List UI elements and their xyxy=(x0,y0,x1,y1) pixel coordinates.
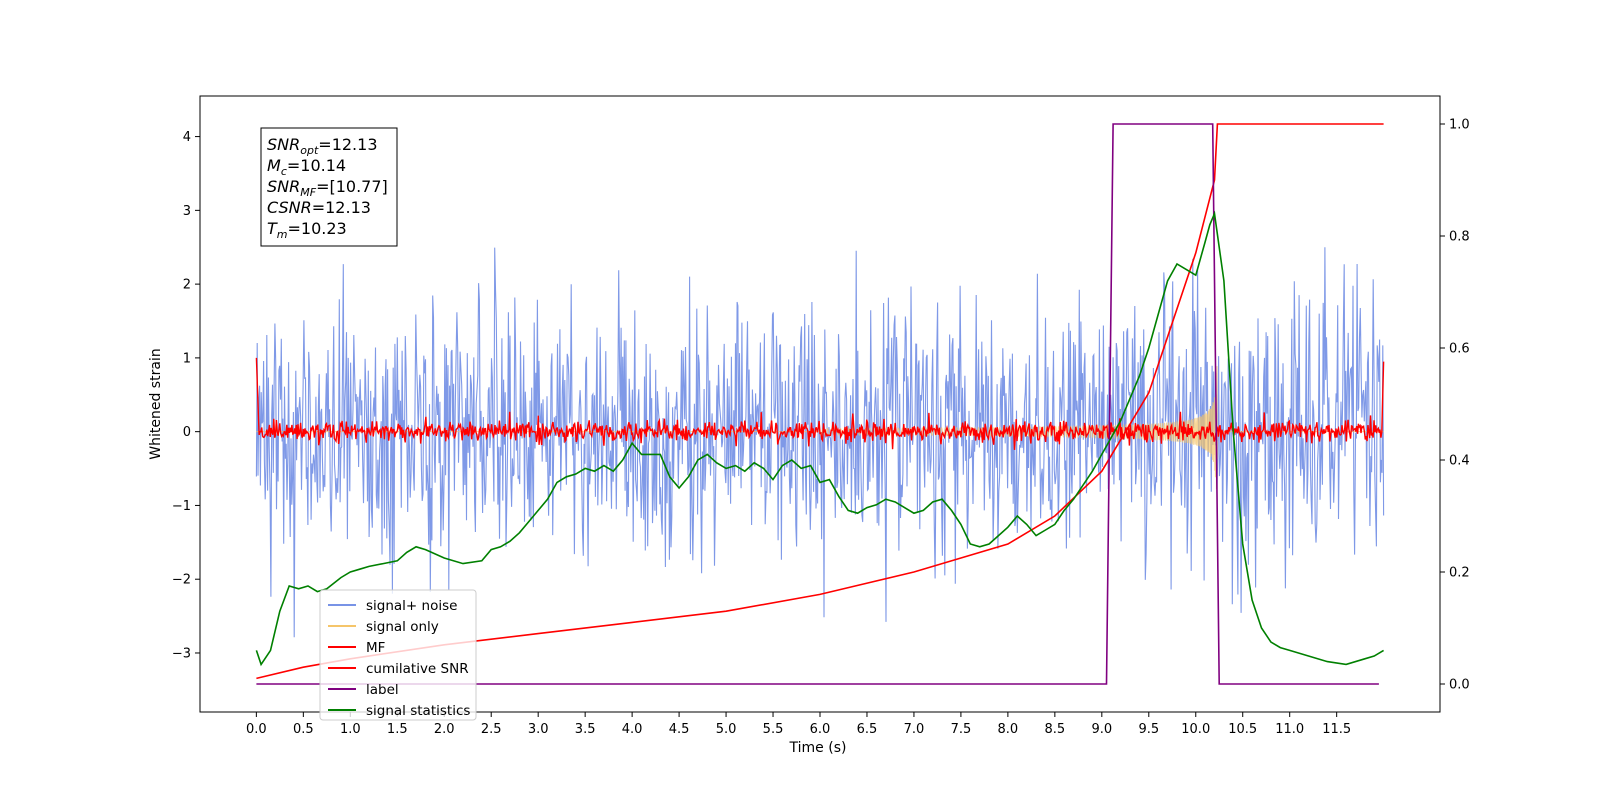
snr-info-box: SNRopt=12.13Mc=10.14SNRMF=[10.77]CSNR=12… xyxy=(260,127,398,247)
series-signal-plus-noise xyxy=(255,247,1385,638)
info-line: SNRopt=12.13 xyxy=(267,135,378,157)
legend-entry: label xyxy=(366,682,399,698)
y-tick-label: 4 xyxy=(183,130,191,145)
x-tick-label: 0.5 xyxy=(293,722,314,737)
y-tick-label: 1 xyxy=(183,351,191,366)
y2-tick-label: 0.0 xyxy=(1449,678,1470,693)
y-axis-right-ticks: 0.0 0.2 0.4 0.6 0.8 1.0 xyxy=(1440,118,1470,693)
y2-tick-label: 0.6 xyxy=(1449,342,1470,357)
info-line: Tm=10.23 xyxy=(267,219,347,241)
x-tick-label: 10.5 xyxy=(1228,722,1257,737)
x-tick-label: 2.0 xyxy=(434,722,455,737)
legend-entry: signal only xyxy=(366,619,439,635)
x-tick-label: 6.0 xyxy=(810,722,831,737)
y-axis-label: Whitened strain xyxy=(148,348,164,459)
series-label xyxy=(256,123,1379,685)
legend-entry: MF xyxy=(366,640,385,656)
x-tick-label: 5.0 xyxy=(716,722,737,737)
y2-tick-label: 0.2 xyxy=(1449,566,1470,581)
x-tick-label: 7.5 xyxy=(951,722,972,737)
x-tick-label: 9.0 xyxy=(1091,722,1112,737)
y-tick-label: 3 xyxy=(183,204,191,219)
y-tick-label: −2 xyxy=(172,573,191,588)
x-tick-label: 1.0 xyxy=(340,722,361,737)
x-tick-label: 3.5 xyxy=(575,722,596,737)
x-tick-label: 11.5 xyxy=(1322,722,1351,737)
legend-entry: signal statistics xyxy=(366,703,470,719)
legend-entry: cumilative SNR xyxy=(366,661,469,677)
y-tick-label: −3 xyxy=(172,646,191,661)
x-tick-label: 3.0 xyxy=(528,722,549,737)
x-tick-label: 8.5 xyxy=(1045,722,1066,737)
info-line: Mc=10.14 xyxy=(267,156,346,178)
y2-tick-label: 0.8 xyxy=(1449,230,1470,245)
y-tick-label: 2 xyxy=(183,278,191,293)
y-tick-label: −1 xyxy=(172,499,191,514)
y-tick-label: 0 xyxy=(183,425,191,440)
legend: signal+ noise signal only MF cumilative SNR… xyxy=(319,589,477,721)
x-tick-label: 6.5 xyxy=(857,722,878,737)
x-tick-label: 11.0 xyxy=(1275,722,1304,737)
series-signal-statistics xyxy=(255,210,1385,667)
info-line: SNRMF=[10.77] xyxy=(267,177,388,199)
x-tick-label: 1.5 xyxy=(387,722,408,737)
x-tick-label: 2.5 xyxy=(481,722,502,737)
x-tick-label: 4.5 xyxy=(669,722,690,737)
legend-entry: signal+ noise xyxy=(366,598,457,614)
x-tick-label: 10.0 xyxy=(1181,722,1210,737)
x-tick-label: 0.0 xyxy=(246,722,267,737)
x-tick-label: 4.0 xyxy=(622,722,643,737)
x-axis-ticks: 0.0 0.5 1.0 1.5 2.0 2.5 3.0 3.5 4.0 4.5 5.0 5.5 6.0 6… xyxy=(246,712,1351,737)
x-tick-label: 5.5 xyxy=(763,722,784,737)
series-mf xyxy=(255,357,1385,450)
x-axis-label: Time (s) xyxy=(789,740,847,756)
x-tick-label: 7.0 xyxy=(904,722,925,737)
legend-frame xyxy=(319,589,477,721)
info-line: CSNR=12.13 xyxy=(267,198,371,217)
x-tick-label: 9.5 xyxy=(1138,722,1159,737)
y-axis-left-ticks: −3 −2 −1 0 1 2 3 4 xyxy=(172,130,200,661)
y2-tick-label: 1.0 xyxy=(1449,118,1470,133)
y2-tick-label: 0.4 xyxy=(1449,454,1470,469)
info-box-frame xyxy=(260,127,398,247)
x-tick-label: 8.0 xyxy=(998,722,1019,737)
